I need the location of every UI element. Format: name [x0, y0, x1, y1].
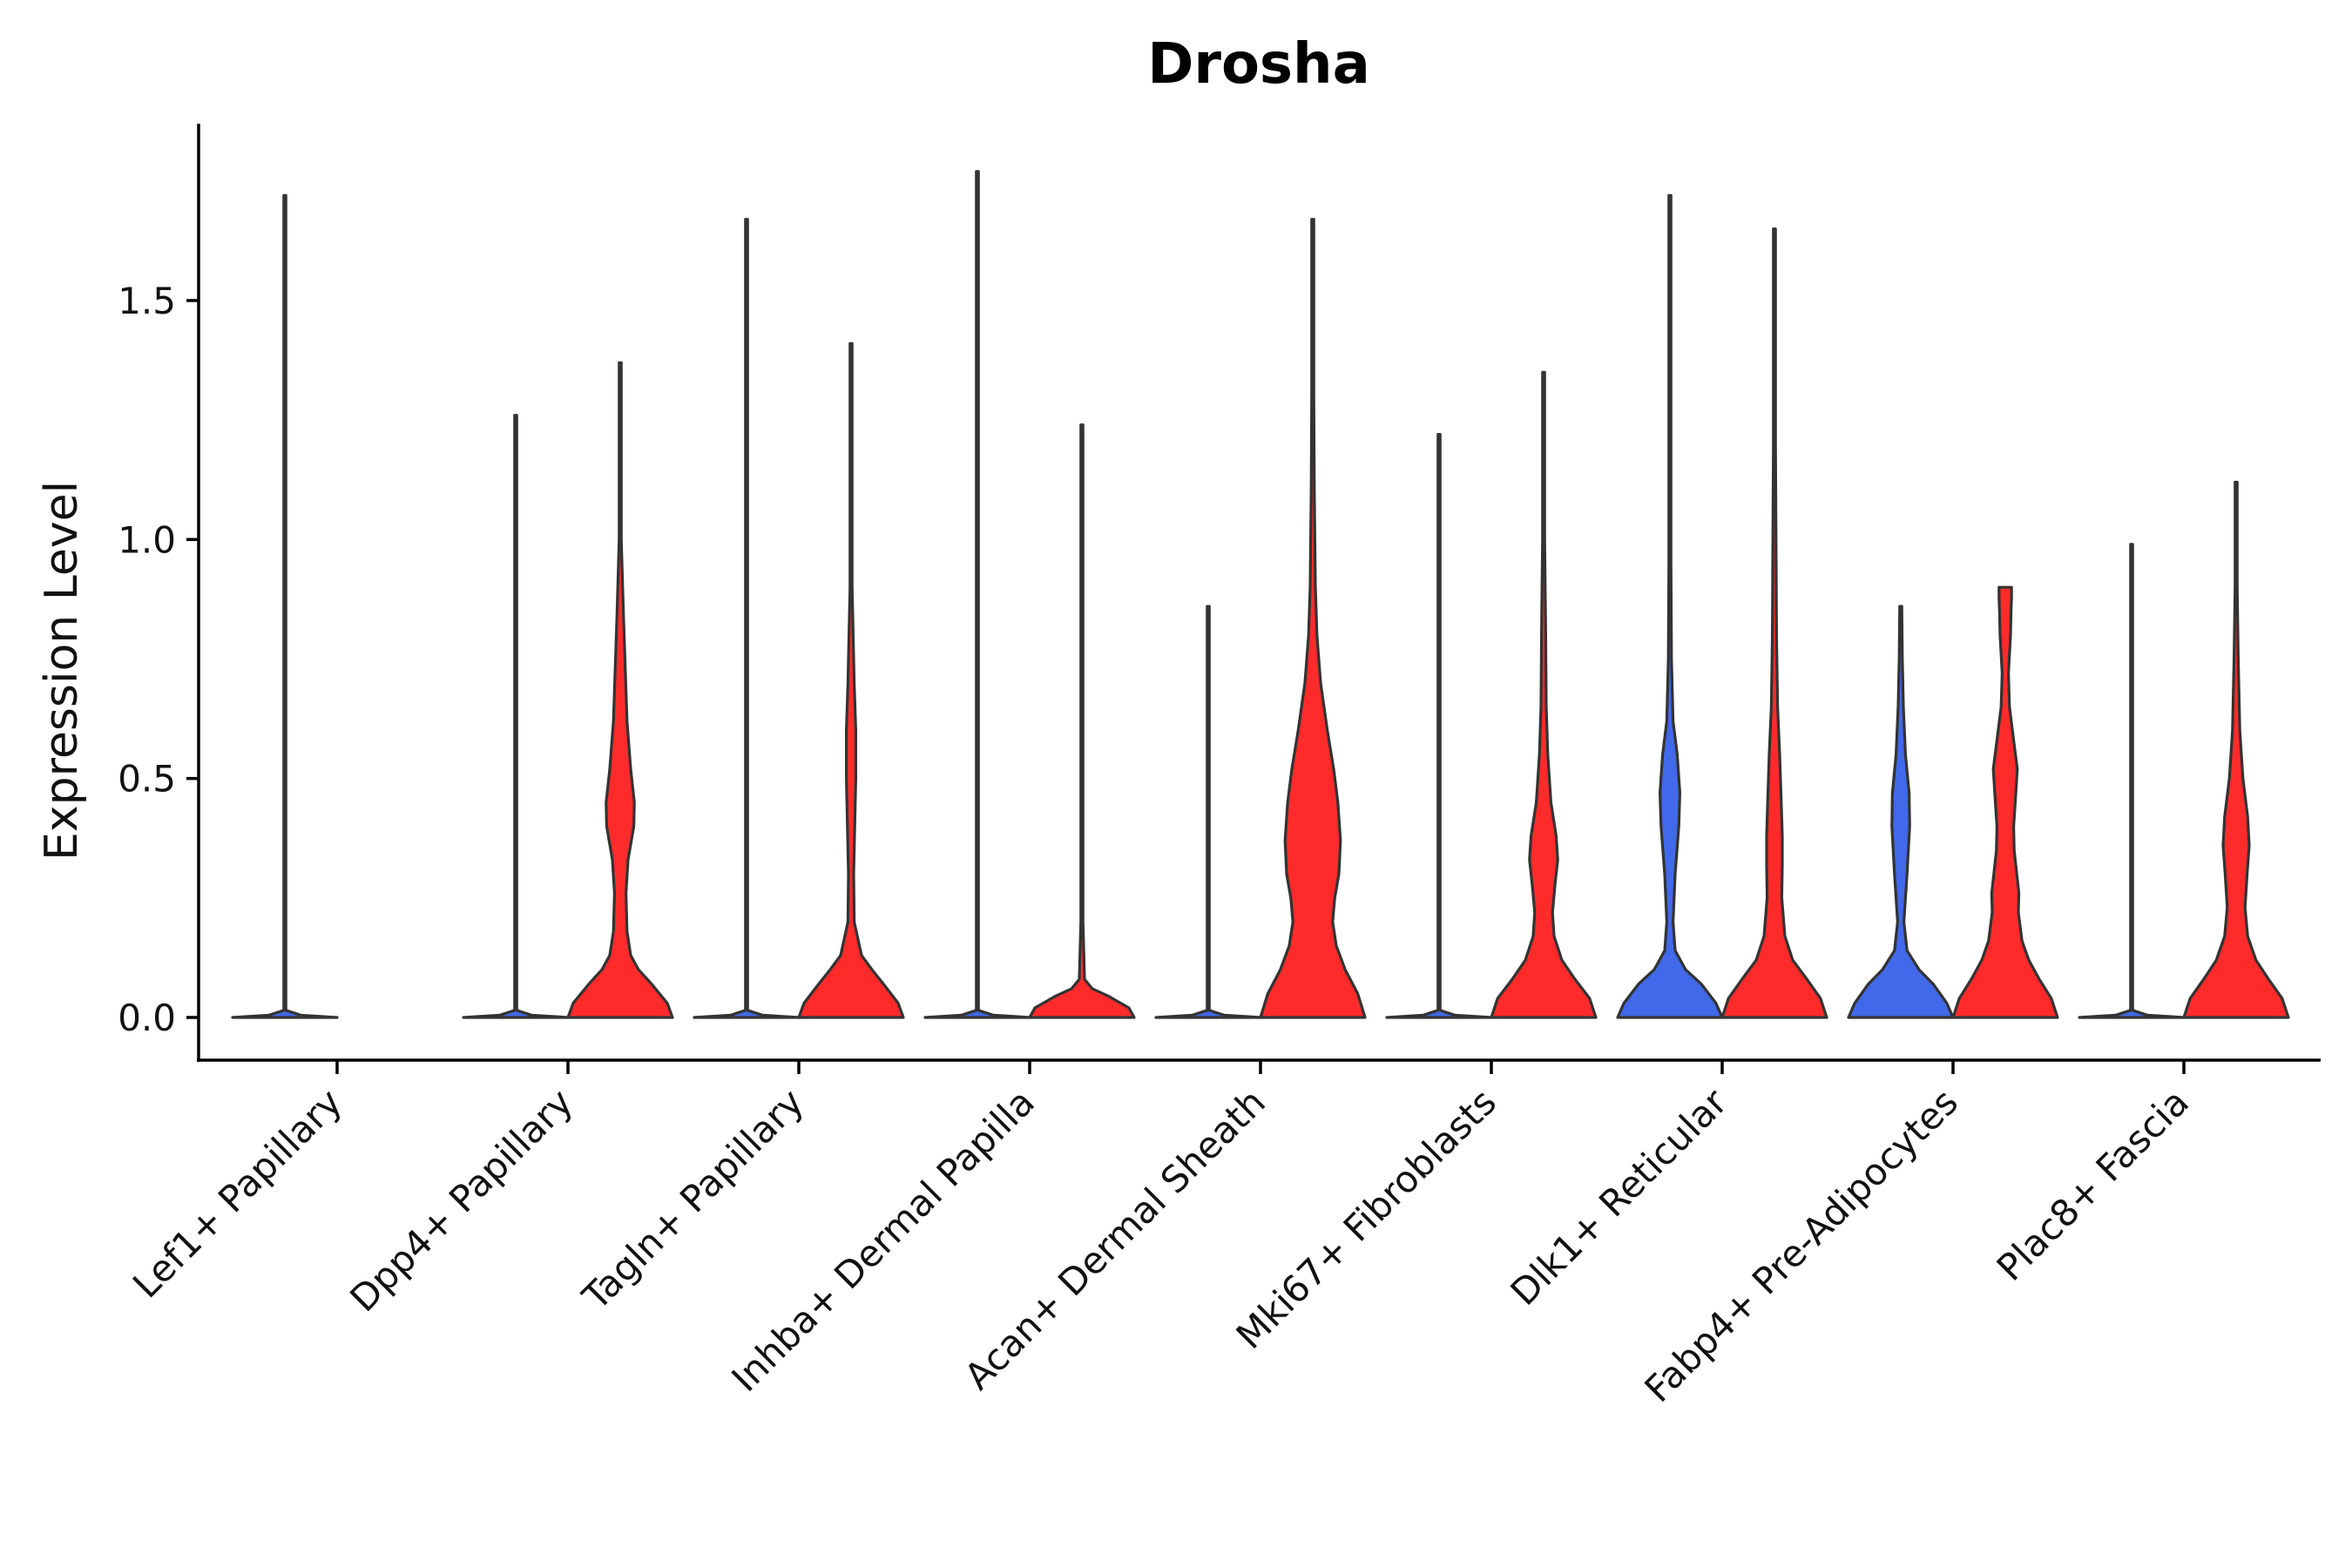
violin-blue-6: [1616, 193, 1724, 1019]
x-tick-label: Lef1+ Papillary: [125, 1080, 350, 1306]
x-tick-label: Dlk1+ Reticular: [1503, 1080, 1736, 1314]
violin-blue-1: [462, 414, 570, 1019]
violin-red-4: [1259, 218, 1367, 1019]
x-tick-label: Mki67+ Fibroblasts: [1228, 1080, 1504, 1356]
violin-blue-7: [1847, 605, 1955, 1019]
violin-red-7: [1951, 585, 2059, 1019]
x-tick-label: Tagln+ Papillary: [574, 1080, 812, 1318]
violin-blue-8: [2078, 543, 2186, 1019]
y-tick-label: 0.0: [118, 997, 176, 1039]
x-tick-label: Plac8+ Fascia: [1989, 1080, 2197, 1288]
violin-red-5: [1490, 370, 1598, 1019]
violin-blue-2: [693, 218, 801, 1019]
violin-blue-3: [923, 170, 1031, 1019]
violin-red-1: [566, 361, 674, 1019]
violin-blue-0: [231, 193, 339, 1019]
violin-red-3: [1028, 423, 1136, 1019]
chart-title: Drosha: [1147, 32, 1370, 97]
y-tick-label: 1.5: [118, 280, 176, 322]
y-tick-label: 1.0: [118, 518, 176, 561]
y-tick-label: 0.5: [118, 758, 176, 801]
violin-red-6: [1720, 227, 1828, 1019]
violin-red-8: [2182, 480, 2290, 1019]
violin-red-2: [797, 341, 905, 1019]
violin-blue-5: [1385, 433, 1493, 1019]
violin-marks: [231, 170, 2290, 1019]
y-axis-title: Expression Level: [36, 481, 88, 861]
x-tick-label: Dpp4+ Papillary: [341, 1080, 581, 1320]
y-ticks: 0.0 0.5 1.0 1.5: [118, 280, 199, 1039]
violin-blue-4: [1154, 605, 1262, 1019]
